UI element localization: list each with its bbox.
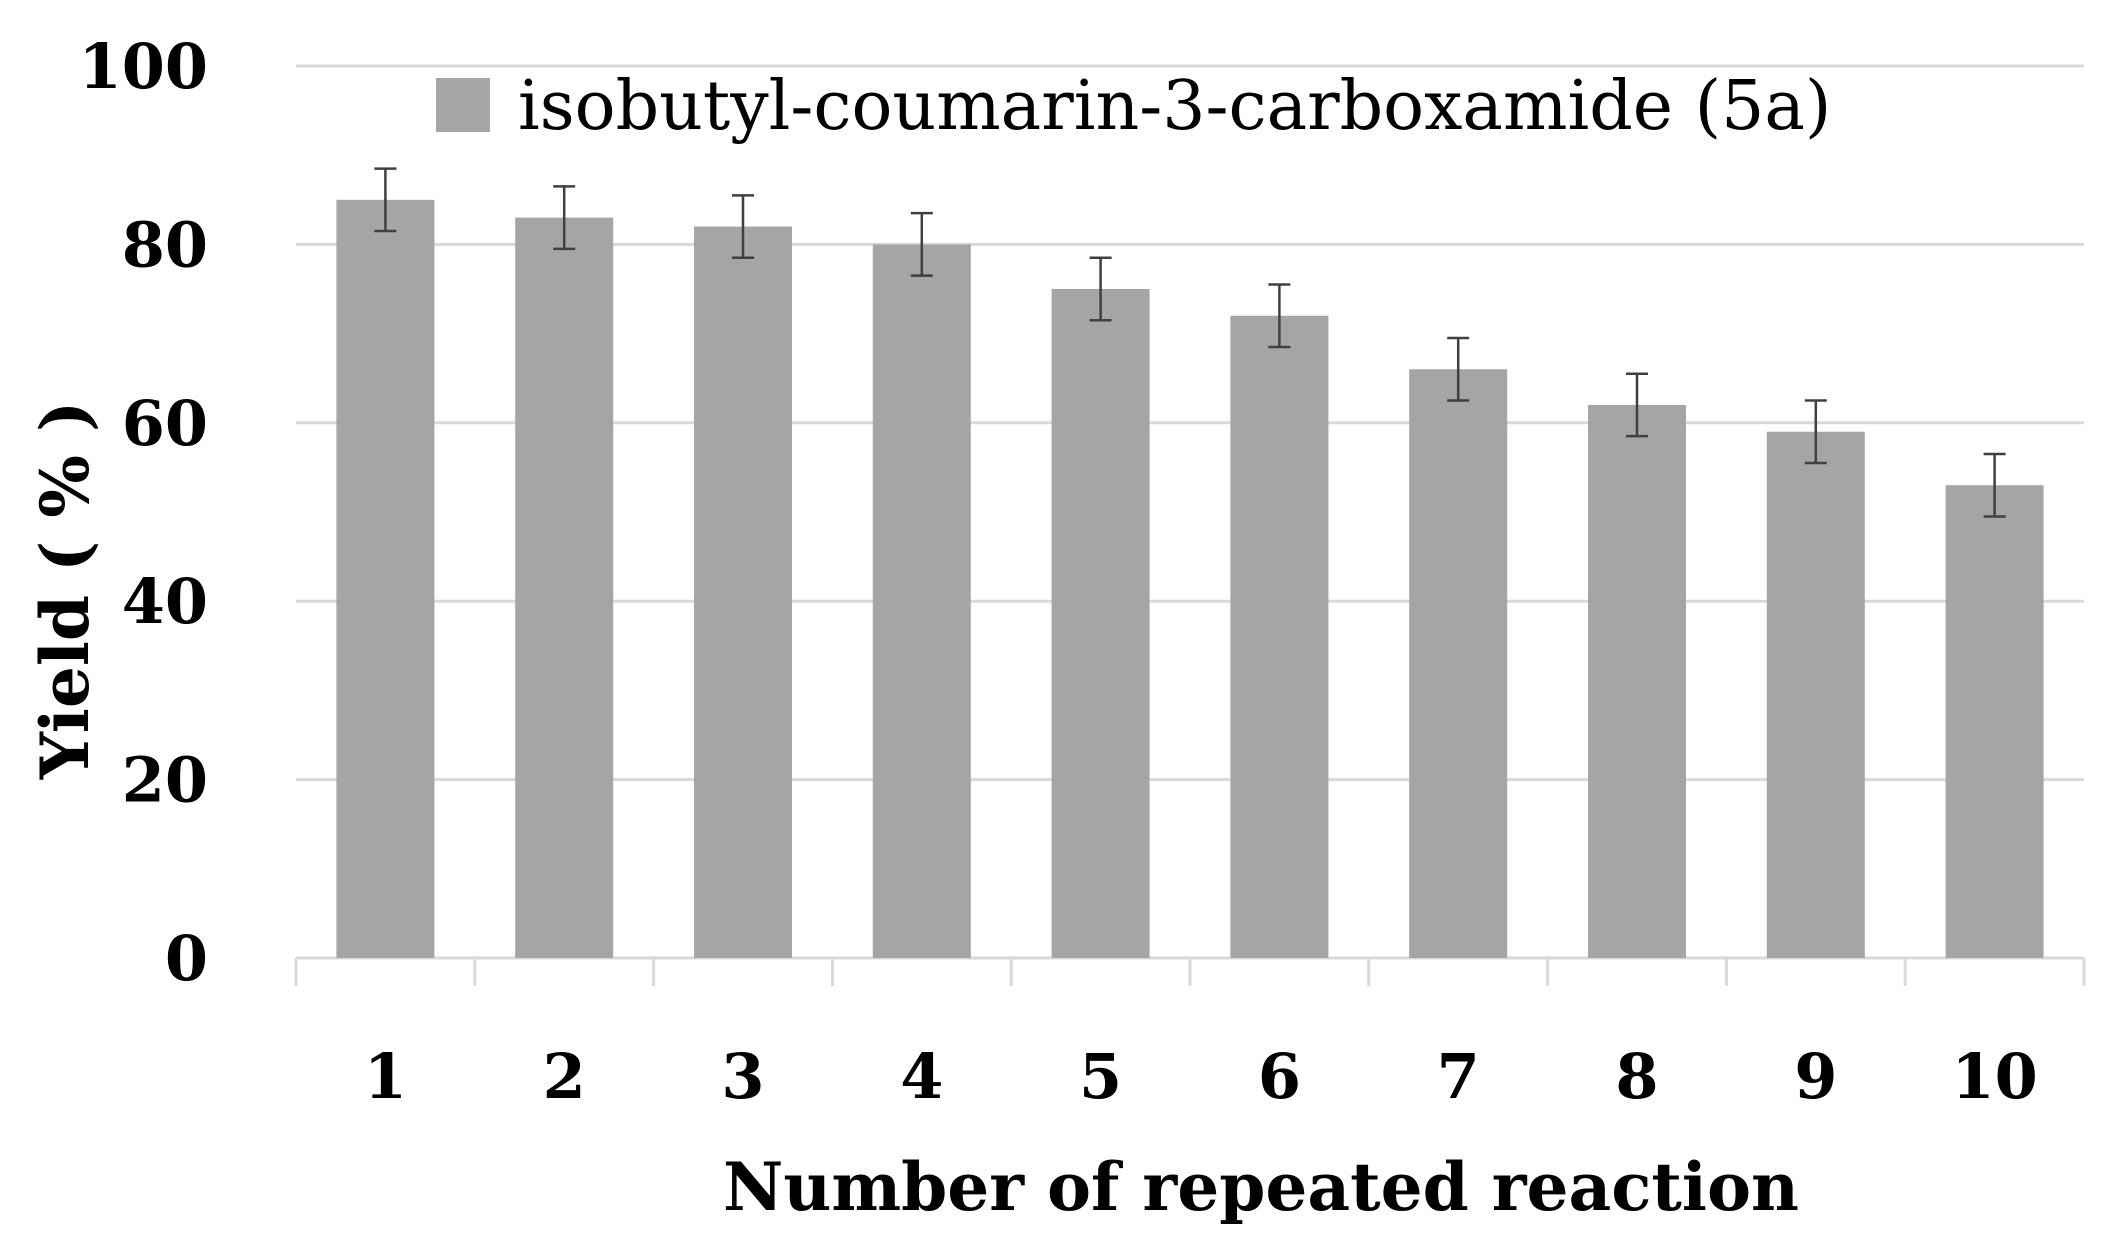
error-bars bbox=[374, 167, 2006, 518]
x-tick-label: 9 bbox=[1794, 1040, 1837, 1113]
error-bar bbox=[1447, 336, 1470, 402]
y-tick-labels: 0 20 40 60 80 100 bbox=[79, 30, 208, 995]
y-tick-label: 60 bbox=[122, 387, 208, 460]
bar bbox=[872, 244, 971, 958]
x-tick-label: 6 bbox=[1258, 1040, 1301, 1113]
x-tick-label: 2 bbox=[543, 1040, 586, 1113]
x-tick-label: 8 bbox=[1615, 1040, 1658, 1113]
y-tick-label: 40 bbox=[122, 565, 208, 638]
y-tick-label: 0 bbox=[165, 922, 208, 995]
bar bbox=[1230, 315, 1329, 958]
y-tick-label: 80 bbox=[122, 208, 208, 281]
error-bar bbox=[1626, 372, 1648, 438]
error-bar bbox=[553, 185, 576, 251]
error-bar bbox=[910, 211, 933, 277]
x-tick-label: 3 bbox=[721, 1040, 764, 1113]
error-bar bbox=[732, 194, 754, 260]
error-bar bbox=[374, 167, 397, 233]
legend: isobutyl-coumarin-3-carboxamide (5a) bbox=[436, 67, 1831, 146]
x-tick-label: 1 bbox=[364, 1040, 407, 1113]
error-bar bbox=[1983, 452, 2006, 518]
error-bar bbox=[1089, 256, 1112, 322]
x-tick-label: 7 bbox=[1437, 1040, 1480, 1113]
bar bbox=[1409, 369, 1508, 958]
bar bbox=[1051, 289, 1150, 958]
bars bbox=[336, 199, 2044, 959]
x-axis bbox=[294, 956, 2086, 986]
x-tick-label: 5 bbox=[1079, 1040, 1122, 1113]
bar bbox=[1766, 431, 1865, 959]
x-tick-labels: 1 2 3 4 5 6 7 8 9 10 bbox=[364, 1040, 2038, 1113]
y-tick-label: 100 bbox=[79, 30, 208, 103]
error-bar bbox=[1268, 283, 1291, 349]
bar bbox=[515, 217, 614, 958]
bar bbox=[336, 199, 435, 959]
error-bar bbox=[1804, 399, 1827, 465]
bar bbox=[694, 226, 792, 958]
y-axis-title: Yield ( % ) bbox=[26, 401, 104, 780]
x-tick-label: 10 bbox=[1951, 1040, 2037, 1113]
legend-label: isobutyl-coumarin-3-carboxamide (5a) bbox=[518, 67, 1831, 146]
x-tick-label: 4 bbox=[900, 1040, 943, 1113]
bar bbox=[1588, 404, 1686, 959]
bar bbox=[1945, 485, 2044, 958]
y-tick-label: 20 bbox=[122, 744, 208, 817]
x-axis-title: Number of repeated reaction bbox=[723, 1148, 1799, 1226]
legend-swatch bbox=[436, 78, 490, 132]
